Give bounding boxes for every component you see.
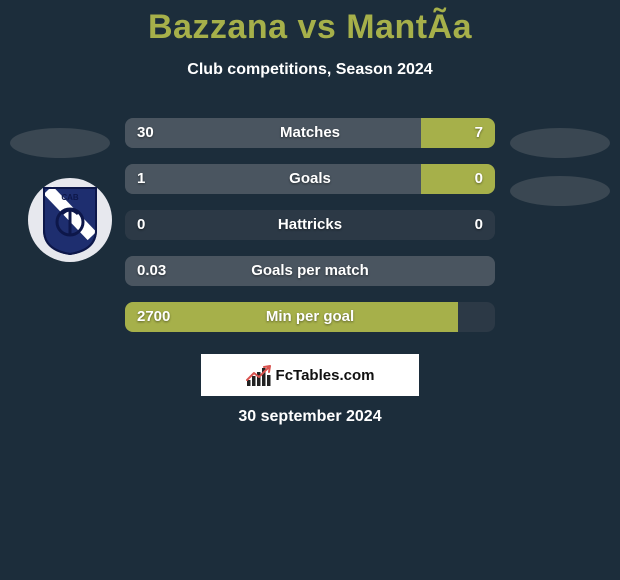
fctables-icon [246, 364, 272, 386]
player-right-placeholder-1 [510, 128, 610, 158]
subtitle: Club competitions, Season 2024 [0, 61, 620, 79]
stat-row: 1Goals0 [125, 164, 495, 194]
stat-row: 30Matches7 [125, 118, 495, 148]
stat-label: Goals [125, 164, 495, 194]
stat-label: Hattricks [125, 210, 495, 240]
stat-value-right: 0 [475, 210, 483, 240]
stat-label: Goals per match [125, 256, 495, 286]
svg-text:CAB: CAB [61, 193, 79, 202]
stat-row: 0Hattricks0 [125, 210, 495, 240]
stat-value-right: 7 [475, 118, 483, 148]
stat-row: 0.03Goals per match [125, 256, 495, 286]
club-badge: CAB [28, 178, 112, 262]
attribution-label: FcTables.com [276, 367, 375, 384]
date-label: 30 september 2024 [0, 408, 620, 426]
stat-row: 2700Min per goal [125, 302, 495, 332]
player-left-placeholder [10, 128, 110, 158]
page-title: Bazzana vs MantÃ­a [0, 0, 620, 47]
stat-label: Matches [125, 118, 495, 148]
player-right-placeholder-2 [510, 176, 610, 206]
comparison-rows: CAB 30Matches71Goals00Hattricks00.03Goal… [0, 118, 620, 348]
club-badge-svg: CAB [38, 184, 102, 256]
stat-label: Min per goal [125, 302, 495, 332]
stat-value-right: 0 [475, 164, 483, 194]
attribution-box: FcTables.com [201, 354, 419, 396]
